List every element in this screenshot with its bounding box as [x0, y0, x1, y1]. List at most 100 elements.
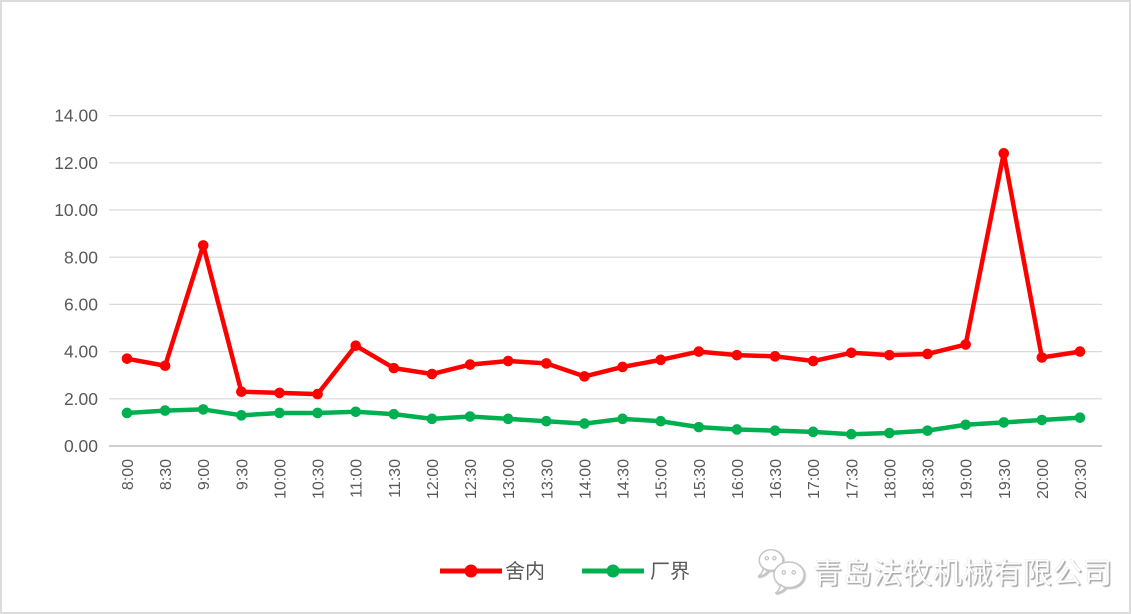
- data-point: [998, 148, 1010, 159]
- data-point: [1074, 346, 1086, 357]
- x-tick-label: 14:00: [577, 459, 594, 499]
- data-point: [960, 339, 971, 350]
- y-tick-label: 10.00: [54, 200, 98, 220]
- data-point: [1036, 414, 1048, 426]
- legend: 舍内 厂界: [440, 560, 690, 583]
- data-point: [1074, 412, 1086, 423]
- data-point: [388, 408, 400, 420]
- data-point: [769, 351, 781, 362]
- data-point: [197, 240, 209, 251]
- x-tick-label: 15:30: [692, 459, 709, 499]
- series-舍内: [121, 148, 1086, 400]
- series-厂界: [121, 404, 1086, 440]
- y-tick-label: 12.00: [54, 153, 98, 173]
- x-tick-label: 10:00: [272, 459, 289, 499]
- x-tick-label: 18:00: [882, 459, 899, 499]
- x-tick-label: 10:30: [311, 459, 328, 499]
- y-tick-label: 0.00: [64, 436, 98, 456]
- data-point: [922, 348, 933, 360]
- x-tick-label: 20:00: [1035, 459, 1052, 499]
- x-tick-label: 8:30: [158, 459, 175, 490]
- y-tick-label: 4.00: [64, 342, 98, 362]
- data-point: [236, 386, 247, 398]
- y-tick-label: 2.00: [64, 389, 98, 409]
- data-point: [655, 354, 666, 366]
- data-point: [541, 358, 552, 369]
- series-line: [124, 151, 1083, 397]
- x-tick-label: 13:00: [501, 459, 518, 499]
- data-point: [121, 407, 133, 419]
- data-point: [159, 360, 171, 372]
- data-point: [312, 388, 323, 400]
- data-point: [159, 405, 171, 416]
- data-point: [579, 371, 590, 382]
- data-point: [274, 387, 285, 399]
- series-line: [124, 407, 1083, 437]
- data-point: [502, 413, 514, 425]
- y-tick-label: 8.00: [64, 247, 98, 267]
- x-tick-label: 17:00: [806, 459, 823, 499]
- x-tick-label: 12:00: [425, 459, 442, 499]
- data-point: [1036, 352, 1048, 363]
- data-point: [884, 349, 895, 361]
- x-tick-label: 13:30: [539, 459, 556, 499]
- data-point: [693, 421, 705, 433]
- data-point: [617, 361, 628, 373]
- x-tick-label: 8:00: [120, 459, 137, 490]
- legend-label: 舍内: [505, 560, 545, 583]
- legend-item-厂界: 厂界: [582, 561, 690, 583]
- y-tick-label: 6.00: [64, 295, 98, 315]
- data-point: [502, 355, 514, 367]
- data-point: [426, 368, 438, 380]
- data-point: [312, 407, 323, 419]
- x-tick-label: 14:30: [616, 459, 633, 499]
- legend-marker: [464, 564, 478, 578]
- data-point: [121, 353, 133, 364]
- x-tick-label: 11:00: [349, 459, 366, 498]
- data-point: [350, 406, 362, 418]
- data-point: [274, 407, 285, 419]
- x-tick-label: 11:30: [387, 459, 404, 498]
- data-point: [807, 426, 819, 438]
- data-point: [464, 359, 476, 370]
- data-point: [464, 411, 476, 422]
- x-tick-label: 12:30: [463, 459, 480, 499]
- y-axis-tick-labels: 0.00 2.00 4.00 6.00 8.00 10.00 12.00 14.00: [54, 106, 98, 456]
- data-point: [655, 415, 666, 427]
- x-tick-label: 16:00: [730, 459, 747, 499]
- data-point: [388, 362, 400, 374]
- data-point: [693, 346, 705, 357]
- x-tick-label: 15:00: [654, 459, 671, 499]
- data-point: [845, 428, 857, 440]
- y-tick-label: 14.00: [54, 106, 98, 126]
- data-point: [807, 355, 819, 367]
- data-point: [617, 413, 628, 425]
- data-point: [350, 340, 362, 352]
- data-point: [884, 427, 895, 439]
- x-tick-label: 20:30: [1073, 459, 1090, 499]
- x-axis-tick-labels: 8:00 8:30 9:00 9:30 10:00 10:30 11:00 11:30 12:0…: [120, 459, 1090, 499]
- data-point: [769, 425, 781, 436]
- x-tick-label: 9:30: [234, 459, 251, 490]
- data-point: [845, 347, 857, 359]
- data-point: [960, 419, 971, 431]
- data-point: [541, 415, 552, 427]
- data-point: [998, 417, 1010, 428]
- data-point: [731, 424, 743, 435]
- x-tick-label: 19:00: [959, 459, 976, 499]
- data-point: [579, 418, 590, 429]
- x-tick-label: 17:30: [844, 459, 861, 499]
- data-point: [197, 404, 209, 415]
- data-point: [922, 425, 933, 436]
- legend-item-舍内: 舍内: [440, 560, 545, 583]
- legend-marker: [606, 564, 620, 578]
- data-point: [236, 410, 247, 421]
- gridlines: [109, 114, 1102, 447]
- data-point: [426, 413, 438, 425]
- data-point: [731, 349, 743, 361]
- x-tick-label: 16:30: [768, 459, 785, 499]
- legend-label: 厂界: [650, 561, 690, 583]
- x-tick-label: 9:00: [196, 459, 213, 490]
